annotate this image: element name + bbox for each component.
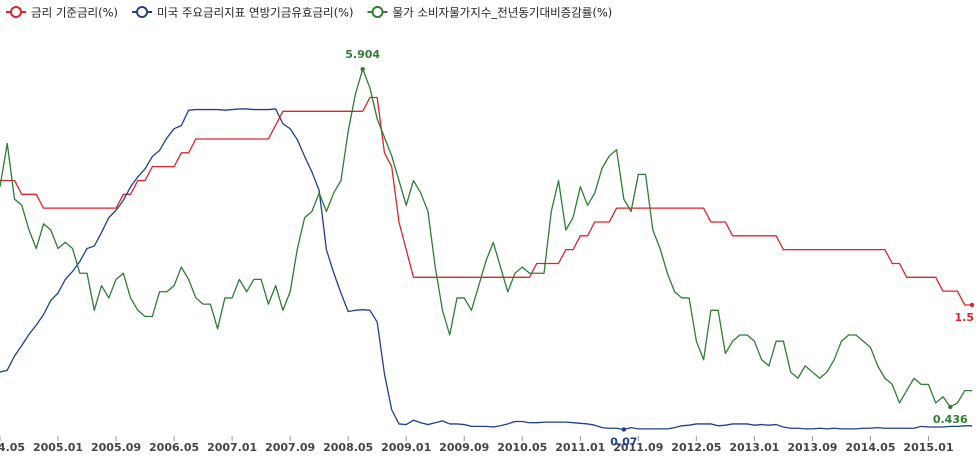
x-tick-label: 2005.09 — [91, 441, 141, 454]
legend-item: 미국 주요금리지표 연방기금유효금리(%) — [132, 6, 354, 20]
legend-marker — [136, 6, 149, 18]
x-tick-label: 2008.05 — [323, 441, 373, 454]
legend-item: 금리 기준금리(%) — [6, 6, 118, 20]
legend-text: 물가 소비자물가지수_전년동기대비증감률(%) — [393, 6, 613, 20]
x-tick-label: 2011.09 — [613, 441, 663, 454]
series-line — [0, 108, 972, 431]
x-tick-label: 2012.05 — [671, 441, 721, 454]
x-tick-label: 2004.05 — [0, 441, 25, 454]
x-tick-label: 2010.05 — [497, 441, 547, 454]
x-tick-label: 2013.01 — [729, 441, 779, 454]
x-tick-label: 2007.09 — [265, 441, 315, 454]
legend-marker — [10, 6, 22, 18]
x-tick-label: 2009.09 — [439, 441, 489, 454]
point-marker — [969, 302, 975, 308]
point-label: 0.436 — [933, 413, 968, 426]
point-label: 1.5 — [955, 311, 975, 324]
legend-text: 금리 기준금리(%) — [31, 6, 118, 20]
series-line — [0, 68, 972, 408]
point-label: 5.904 — [345, 48, 380, 61]
point-marker — [360, 66, 365, 72]
series-line — [0, 96, 972, 306]
x-tick-label: 2014.05 — [845, 441, 895, 454]
x-tick-label: 2013.09 — [787, 441, 837, 454]
x-tick-label: 2005.01 — [33, 441, 83, 454]
x-tick-label: 2009.01 — [381, 441, 431, 454]
point-label: 0.07 — [610, 436, 637, 449]
point-marker — [948, 404, 953, 410]
x-tick-label: 2006.05 — [149, 441, 199, 454]
point-marker — [621, 427, 627, 432]
x-tick-label: 2007.01 — [207, 441, 257, 454]
x-tick-label: 2015.01 — [903, 441, 953, 454]
legend-text: 미국 주요금리지표 연방기금유효금리(%) — [157, 6, 354, 20]
x-tick-label: 2011.01 — [555, 441, 605, 454]
legend-marker — [371, 6, 384, 18]
legend-item: 물가 소비자물가지수_전년동기대비증감률(%) — [367, 6, 613, 20]
